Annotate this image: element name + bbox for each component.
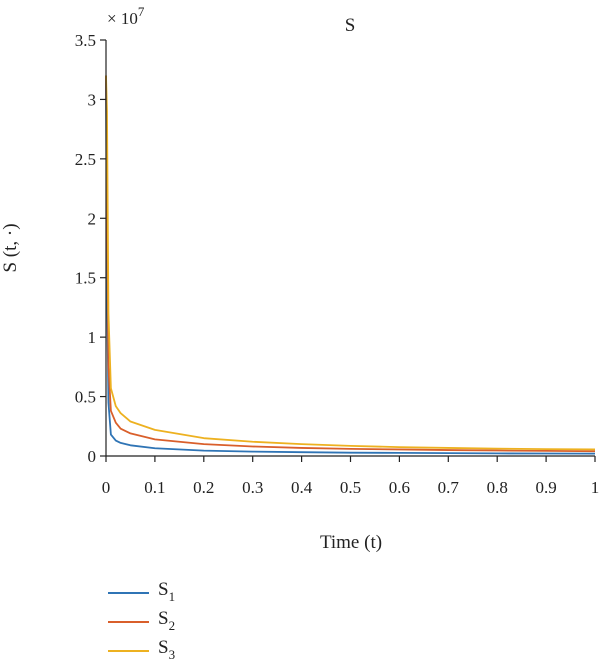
y-tick-label: 0.5: [75, 388, 96, 407]
x-tick-label: 0.8: [487, 478, 508, 497]
y-tick-label: 2: [88, 209, 97, 228]
y-multiplier: × 107: [107, 4, 145, 28]
axes: 0 0.5 1 1.5 2 2.5 3 3.5 0 0.1 0.2 0.3 0.4 0.5 0.6 0.7 0.…: [75, 31, 600, 497]
y-tick-label: 3: [88, 90, 97, 109]
x-tick-label: 1: [591, 478, 600, 497]
x-tick-label: 0.6: [389, 478, 410, 497]
x-axis-title: Time (t): [320, 532, 382, 553]
series-line-s1: [105, 75, 596, 455]
x-tick-label: 0.7: [438, 478, 460, 497]
x-tick-label: 0.1: [144, 478, 165, 497]
x-tick-label: 0.5: [340, 478, 361, 497]
legend-label-s3: S3: [158, 637, 175, 662]
legend: S1 S2 S3: [108, 579, 175, 662]
y-tick-label: 1.5: [75, 269, 96, 288]
x-tick-label: 0.3: [242, 478, 263, 497]
y-tick-label: 2.5: [75, 150, 96, 169]
y-tick-label: 1: [88, 328, 97, 347]
plot-area: [105, 75, 596, 455]
y-tick-label: 0: [88, 447, 97, 466]
x-tick-label: 0: [102, 478, 111, 497]
y-tick-label: 3.5: [75, 31, 96, 50]
x-tick-label: 0.9: [535, 478, 556, 497]
y-axis-title: S (t, ·): [0, 223, 21, 272]
legend-label-s2: S2: [158, 608, 175, 633]
x-tick-label: 0.2: [193, 478, 214, 497]
chart-title: S: [345, 15, 356, 36]
series-line-s2: [105, 75, 596, 453]
legend-label-s1: S1: [158, 579, 175, 604]
x-tick-label: 0.4: [291, 478, 313, 497]
series-line-s3: [105, 75, 596, 451]
